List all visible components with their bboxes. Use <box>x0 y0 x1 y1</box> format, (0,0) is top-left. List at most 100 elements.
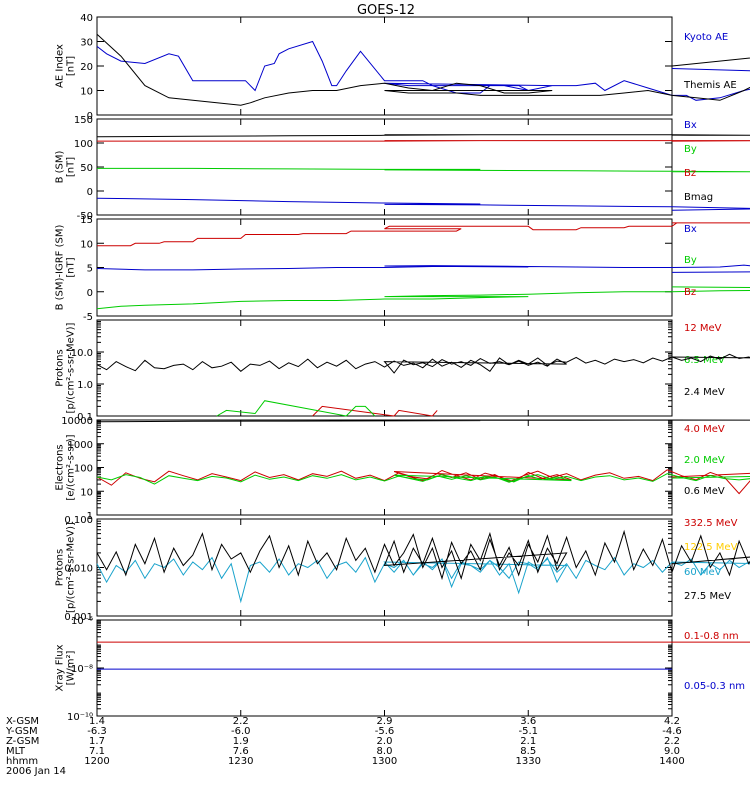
panel-frame <box>96 319 673 417</box>
legend-entry: Themis AE <box>683 80 737 91</box>
y-tick-label: 10⁻⁶ <box>71 616 93 627</box>
y-tick-label: 0.001 <box>64 612 93 623</box>
x-axis-row-label: Y-GSM <box>5 726 38 737</box>
y-tick-label: -50 <box>77 211 93 222</box>
x-axis-tick-value: 1230 <box>228 756 253 767</box>
legend-entry: By <box>684 144 697 155</box>
legend-entry: 27.5 MeV <box>684 591 731 602</box>
y-tick-label: 10.0 <box>71 348 93 359</box>
panel-frame <box>96 16 673 116</box>
x-axis-tick-value: 1.4 <box>89 716 105 727</box>
x-axis-tick-value: 8.0 <box>377 746 393 757</box>
y-tick-label: 0 <box>87 187 93 198</box>
legend-entry: Kyoto AE <box>684 32 728 43</box>
legend-entry: Bz <box>684 168 696 179</box>
y-tick-label: 10000 <box>61 416 93 427</box>
x-axis-tick-value: 1400 <box>659 756 684 767</box>
series-line <box>216 400 376 417</box>
y-tick-label: 10⁻¹⁰ <box>67 712 93 723</box>
panel-frame <box>96 118 673 216</box>
y-axis-label: Xray Flux[W/m²] <box>55 644 77 691</box>
legend-entry: Bx <box>684 120 697 131</box>
y-tick-label: 100 <box>74 464 93 475</box>
y-tick-label: 100 <box>74 139 93 150</box>
x-axis-row-label: hhmm <box>6 756 38 767</box>
series-line <box>96 529 750 581</box>
legend-entry: Bx <box>684 224 697 235</box>
date-label: 2006 Jan 14 <box>6 766 66 777</box>
x-axis-tick-value: 1330 <box>516 756 541 767</box>
x-axis-tick-value: 1.7 <box>89 736 105 747</box>
x-axis-tick-value: 2.2 <box>664 736 680 747</box>
y-tick-label: 5 <box>87 264 93 275</box>
y-tick-label: 0 <box>87 111 93 122</box>
y-tick-label: 0.1 <box>77 412 93 423</box>
x-axis-tick-value: 8.5 <box>520 746 536 757</box>
legend-entry: By <box>684 255 697 266</box>
series-line <box>96 134 750 138</box>
y-tick-label: 10⁻⁸ <box>71 664 93 675</box>
y-tick-label: 0.100 <box>64 515 93 526</box>
legend-entry: Bmag <box>684 192 713 203</box>
x-axis-tick-value: -6.3 <box>87 726 107 737</box>
y-tick-label: 15 <box>80 215 93 226</box>
x-axis-row-label: MLT <box>6 746 26 757</box>
x-axis-row-label: Z-GSM <box>6 736 39 747</box>
series-line <box>97 167 750 173</box>
y-tick-label: 40 <box>80 13 93 24</box>
series-line <box>96 556 750 604</box>
series-line <box>96 469 750 495</box>
x-axis-tick-value: 1.9 <box>233 736 249 747</box>
plot-title: GOES-12 <box>357 3 415 18</box>
series-line <box>97 140 750 142</box>
series-line <box>96 353 750 374</box>
y-tick-label: 1 <box>87 511 93 522</box>
legend-entry: 122.5 MeV <box>684 542 738 553</box>
y-tick-label: 10 <box>80 239 93 250</box>
y-tick-label: 10 <box>80 487 93 498</box>
x-axis-tick-value: 9.0 <box>664 746 680 757</box>
y-axis-label: B (SM)-IGRF (SM)[nT] <box>55 225 77 311</box>
series-line <box>96 264 750 273</box>
legend-entry: 2.4 MeV <box>684 387 725 398</box>
legend-entry: 4.0 MeV <box>684 424 725 435</box>
series-line <box>97 641 750 643</box>
legend-entry: 332.5 MeV <box>684 518 738 529</box>
x-axis-tick-value: 1200 <box>84 756 109 767</box>
y-tick-label: 30 <box>80 38 93 49</box>
x-axis-tick-value: 1300 <box>372 756 397 767</box>
y-tick-label: 20 <box>80 62 93 73</box>
legend-entry: Bz <box>684 287 696 298</box>
y-axis-label: Protons[p/(cm²-s-sr-MeV)] <box>55 322 77 413</box>
x-axis-tick-value: 7.6 <box>233 746 249 757</box>
panel-frame <box>96 419 673 516</box>
x-axis-tick-value: -4.6 <box>662 726 682 737</box>
x-axis-tick-value: 3.6 <box>520 716 536 727</box>
y-tick-label: 0 <box>87 288 93 299</box>
series-line <box>96 419 750 423</box>
x-axis-tick-value: 2.9 <box>377 716 393 727</box>
x-axis-tick-value: -5.1 <box>518 726 538 737</box>
y-tick-label: 150 <box>74 115 93 126</box>
legend-entry: 0.6 MeV <box>684 486 725 497</box>
x-axis-tick-value: -6.0 <box>231 726 251 737</box>
series-line <box>96 473 750 485</box>
x-axis-tick-value: 2.1 <box>520 736 536 747</box>
series-line <box>97 222 750 247</box>
y-tick-label: -5 <box>83 312 93 323</box>
x-axis-tick-value: 7.1 <box>89 746 105 757</box>
legend-entry: 12 MeV <box>684 323 722 334</box>
y-tick-label: 0.010 <box>64 564 93 575</box>
y-tick-label: 1000 <box>68 440 93 451</box>
legend-entry: 2.0 MeV <box>684 455 725 466</box>
y-tick-label: 1.0 <box>77 380 93 391</box>
x-axis-tick-value: -5.6 <box>375 726 395 737</box>
series-line <box>96 197 750 211</box>
panel-frame <box>96 518 673 617</box>
x-axis-row-label: X-GSM <box>6 716 39 727</box>
legend-entry: 0.05-0.3 nm <box>684 681 745 692</box>
y-axis-label: Protons[p/(cm²-s-sr-MeV)] <box>55 522 77 613</box>
panel-frame <box>96 619 673 717</box>
series-line <box>96 286 750 310</box>
